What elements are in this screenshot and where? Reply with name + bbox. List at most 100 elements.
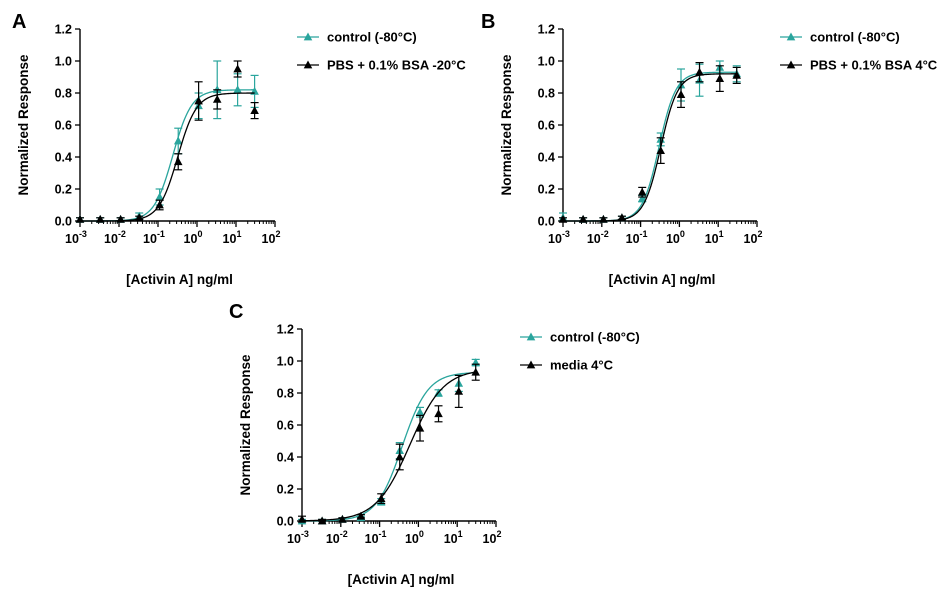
y-tick-label: 0.8: [538, 87, 555, 101]
x-tick-base: 10: [483, 532, 497, 546]
series-1: [75, 60, 259, 223]
data-point: [695, 67, 704, 76]
data-point: [376, 494, 386, 502]
y-axis-title: Normalized Response: [16, 54, 31, 196]
y-tick-label: 0.4: [277, 451, 294, 465]
x-tick-exponent: -2: [601, 229, 609, 239]
legend-entry: control (-80°C): [520, 330, 640, 345]
legend-entry: media 4°C: [520, 358, 614, 373]
data-point: [637, 194, 647, 202]
x-tick-label: 100: [666, 229, 685, 246]
legend-marker: [786, 60, 796, 69]
y-tick-label: 0.4: [538, 151, 555, 165]
x-tick-exponent: 2: [275, 229, 280, 239]
y-tick-label: 0.2: [538, 183, 555, 197]
x-tick-base: 10: [705, 232, 719, 246]
y-tick-label: 0.2: [277, 483, 294, 497]
x-tick-base: 10: [262, 232, 276, 246]
x-axis-title: [Activin A] ng/ml: [348, 572, 455, 587]
x-tick-label: 10-1: [365, 529, 387, 546]
y-tick-label: 1.0: [55, 55, 72, 69]
y-tick-label: 1.0: [538, 55, 555, 69]
x-tick-base: 10: [666, 232, 680, 246]
data-point: [155, 192, 164, 201]
panel-b: B0.00.20.40.60.81.01.210-3 10-2 10-1 100 101…: [481, 11, 938, 287]
y-tick-label: 0.0: [277, 515, 294, 529]
legend-marker: [526, 360, 536, 369]
x-tick-exponent: -1: [379, 529, 387, 539]
x-tick-exponent: -3: [301, 529, 309, 539]
data-point: [233, 64, 242, 73]
x-tick-label: 10-2: [326, 529, 348, 546]
x-tick-base: 10: [405, 532, 419, 546]
x-tick-label: 100: [405, 529, 424, 546]
data-point: [558, 214, 568, 223]
panel-letter: A: [12, 11, 26, 33]
x-tick-exponent: 1: [458, 529, 463, 539]
y-tick-label: 1.2: [277, 323, 294, 337]
x-tick-exponent: -2: [340, 529, 348, 539]
y-tick-label: 0.6: [538, 119, 555, 133]
x-tick-exponent: 0: [680, 229, 685, 239]
series-0: [75, 60, 259, 223]
x-tick-exponent: 0: [197, 229, 202, 239]
fit-curve: [563, 71, 737, 222]
x-tick-exponent: 2: [496, 529, 501, 539]
data-point: [356, 511, 366, 520]
legend-marker: [303, 60, 313, 69]
x-tick-exponent: -1: [640, 229, 648, 239]
data-point: [116, 214, 125, 223]
panel-letter: B: [481, 11, 495, 33]
x-tick-base: 10: [184, 232, 198, 246]
data-point: [95, 214, 105, 223]
legend-label: control (-80°C): [327, 30, 417, 45]
data-point: [173, 157, 183, 166]
data-point: [75, 214, 85, 223]
y-tick-label: 0.4: [55, 151, 72, 165]
legend-label: control (-80°C): [550, 330, 640, 345]
x-tick-exponent: 1: [719, 229, 724, 239]
y-axis-title: Normalized Response: [238, 354, 253, 496]
y-tick-label: 0.2: [55, 183, 72, 197]
series-1: [297, 363, 480, 525]
x-tick-label: 10-3: [287, 529, 309, 546]
y-tick-label: 1.2: [55, 23, 72, 37]
x-tick-label: 102: [262, 229, 281, 246]
data-point: [471, 367, 480, 376]
panel-letter: C: [229, 301, 243, 323]
legend-marker: [526, 332, 536, 341]
x-tick-label: 10-3: [65, 229, 87, 246]
data-point: [676, 90, 686, 98]
data-point: [637, 187, 647, 196]
data-point: [656, 146, 665, 154]
x-tick-label: 101: [444, 529, 463, 546]
x-tick-exponent: 0: [419, 529, 424, 539]
y-tick-label: 0.0: [538, 215, 555, 229]
data-point: [212, 94, 222, 103]
data-point: [599, 214, 608, 223]
legend-label: PBS + 0.1% BSA 4°C: [810, 58, 938, 73]
x-tick-label: 10-3: [548, 229, 570, 246]
x-tick-label: 10-2: [104, 229, 126, 246]
x-tick-label: 10-1: [143, 229, 165, 246]
panel-a: A0.00.20.40.60.81.01.210-3 10-2 10-1 100 101…: [12, 11, 466, 287]
legend-marker: [303, 32, 313, 41]
legend-label: PBS + 0.1% BSA -20°C: [327, 58, 466, 73]
x-tick-label: 101: [705, 229, 724, 246]
data-point: [134, 213, 144, 222]
y-tick-label: 1.2: [538, 23, 555, 37]
y-tick-label: 0.0: [55, 215, 72, 229]
legend-label: control (-80°C): [810, 30, 900, 45]
x-tick-exponent: 1: [236, 229, 241, 239]
legend-entry: control (-80°C): [297, 30, 417, 45]
series-0: [558, 60, 741, 223]
data-point: [338, 514, 347, 523]
y-axis-title: Normalized Response: [499, 54, 514, 196]
legend-entry: PBS + 0.1% BSA -20°C: [297, 58, 466, 73]
data-point: [715, 74, 725, 82]
data-point: [250, 106, 259, 114]
data-point: [194, 96, 203, 105]
data-point: [395, 452, 404, 461]
x-tick-label: 100: [184, 229, 203, 246]
panel-c: C0.00.20.40.60.81.01.210-3 10-2 10-1 100 101…: [229, 301, 640, 587]
